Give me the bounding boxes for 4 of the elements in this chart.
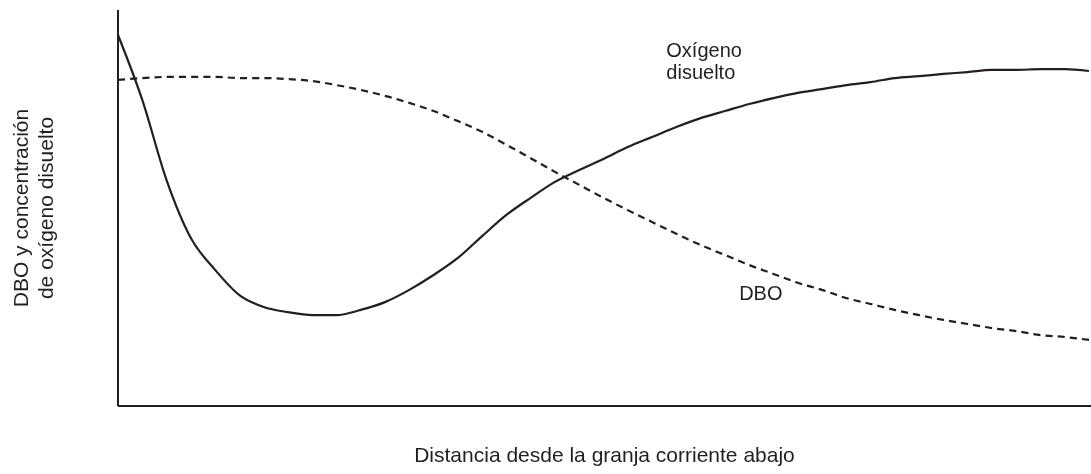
series-label: Oxígeno disuelto xyxy=(666,39,742,84)
y-axis-title: DBO y concentración de oxígeno disuelto xyxy=(9,108,57,308)
x-axis-title: Distancia desde la granja corriente abajo xyxy=(414,443,795,466)
series-label: DBO xyxy=(739,282,783,305)
